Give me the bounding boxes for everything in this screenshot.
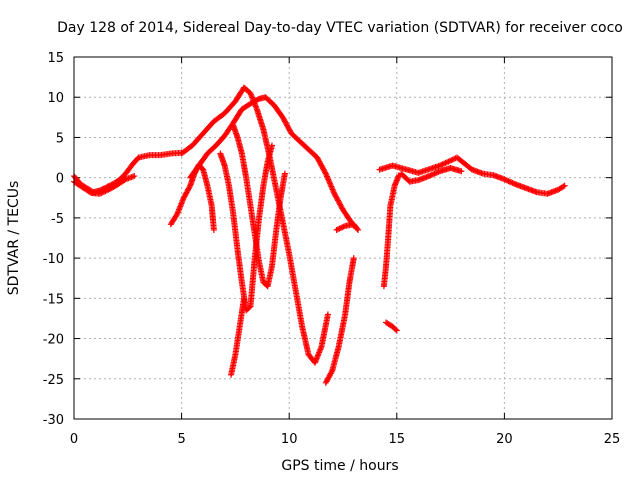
data-point bbox=[173, 212, 180, 219]
data-point bbox=[428, 171, 435, 178]
data-point bbox=[427, 172, 434, 179]
y-tick-label: -15 bbox=[43, 292, 64, 307]
data-point bbox=[186, 184, 193, 191]
y-tick-label: 5 bbox=[56, 131, 64, 146]
data-point bbox=[281, 170, 288, 177]
series-arc-deep-left bbox=[228, 295, 248, 378]
x-tick-label: 5 bbox=[177, 432, 185, 447]
y-tick-label: -5 bbox=[51, 212, 64, 227]
y-axis-label: SDTVAR / TECUs bbox=[6, 181, 22, 296]
data-point bbox=[434, 169, 441, 176]
data-point bbox=[435, 168, 442, 175]
series-arc-late bbox=[376, 154, 568, 197]
y-tick-label: 10 bbox=[47, 91, 64, 106]
y-tick-label: 0 bbox=[56, 172, 64, 187]
y-tick-label: -10 bbox=[43, 252, 64, 267]
data-point bbox=[561, 182, 568, 189]
y-tick-label: -30 bbox=[43, 413, 64, 428]
x-tick-label: 0 bbox=[70, 432, 78, 447]
data-point bbox=[241, 295, 248, 302]
data-point bbox=[324, 311, 331, 318]
x-axis-label: GPS time / hours bbox=[281, 458, 398, 474]
y-tick-label: -25 bbox=[43, 373, 64, 388]
data-point bbox=[505, 178, 512, 185]
y-tick-label: 15 bbox=[47, 51, 64, 66]
series-arc-gap bbox=[380, 172, 402, 290]
data-point bbox=[458, 168, 465, 175]
series-arc-gap-low bbox=[383, 319, 400, 334]
data-point bbox=[509, 179, 516, 186]
series-arc-deep-right bbox=[322, 255, 357, 386]
data-point bbox=[508, 179, 515, 186]
data-point bbox=[268, 142, 275, 149]
data-point bbox=[510, 180, 517, 187]
data-point bbox=[350, 255, 357, 262]
data-point bbox=[355, 226, 362, 233]
series-arc-tail bbox=[333, 221, 362, 233]
y-tick-label: -20 bbox=[43, 333, 64, 348]
data-point bbox=[210, 226, 217, 233]
data-point bbox=[322, 169, 329, 176]
data-point bbox=[506, 178, 513, 185]
plot-frame bbox=[73, 56, 613, 420]
data-point bbox=[504, 177, 511, 184]
data-point bbox=[560, 183, 567, 190]
data-point bbox=[432, 170, 439, 177]
x-tick-label: 25 bbox=[604, 432, 621, 447]
data-point bbox=[392, 326, 399, 333]
grid bbox=[74, 57, 612, 419]
data-point bbox=[86, 189, 93, 196]
data-point bbox=[131, 173, 138, 180]
data-point bbox=[328, 369, 335, 376]
data-point bbox=[393, 327, 400, 334]
series-arc-steep-b bbox=[230, 122, 288, 290]
series-arc-late-low bbox=[398, 165, 465, 185]
x-tick-label: 20 bbox=[496, 432, 513, 447]
data-point bbox=[430, 171, 437, 178]
data-point bbox=[426, 173, 433, 180]
x-tick-label: 15 bbox=[389, 432, 406, 447]
data-point bbox=[354, 225, 361, 232]
chart-title: Day 128 of 2014, Sidereal Day-to-day VTE… bbox=[57, 20, 623, 36]
data-point bbox=[501, 176, 508, 183]
series-arc-early-low bbox=[71, 173, 138, 197]
data-marks bbox=[71, 84, 568, 386]
ticks: 0 5 10 15 20 25 15 10 5 0 -5 -10 -15 -20 -25 -30 bbox=[43, 51, 621, 447]
data-point bbox=[121, 177, 128, 184]
data-point bbox=[431, 170, 438, 177]
data-point bbox=[502, 176, 509, 183]
x-tick-label: 10 bbox=[281, 432, 298, 447]
